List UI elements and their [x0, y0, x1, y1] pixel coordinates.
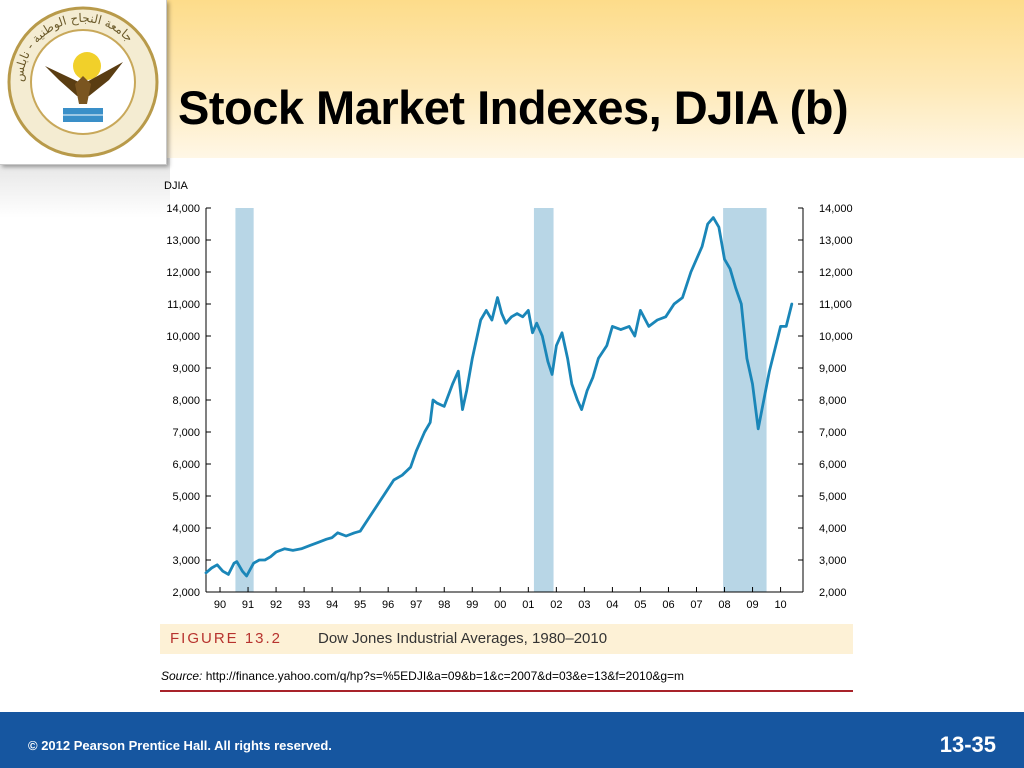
y-tick-label-right: 9,000	[819, 363, 847, 375]
chart-axes	[205, 208, 804, 593]
y-tick-label-right: 7,000	[819, 427, 847, 439]
page-number: 13-35	[939, 732, 996, 757]
x-tick-label: 99	[466, 599, 478, 611]
y-tick-label-right: 6,000	[819, 459, 847, 471]
y-tick-label-left: 2,000	[172, 587, 200, 599]
y-tick-label-left: 6,000	[172, 459, 200, 471]
y-tick-label-left: 12,000	[166, 267, 200, 279]
slide-header-background	[0, 0, 1024, 158]
source-label: Source:	[161, 669, 203, 683]
y-tick-label-left: 5,000	[172, 491, 200, 503]
figure-caption-bar: FIGURE 13.2 Dow Jones Industrial Average…	[160, 624, 853, 654]
y-tick-label-left: 13,000	[166, 235, 200, 247]
source-url[interactable]: http://finance.yahoo.com/q/hp?s=%5EDJI&a…	[205, 669, 685, 683]
x-tick-label: 03	[578, 599, 590, 611]
x-tick-label: 09	[746, 599, 758, 611]
y-tick-label-left: 9,000	[172, 363, 200, 375]
y-tick-label-left: 10,000	[166, 331, 200, 343]
djia-series	[204, 216, 794, 578]
slide-title: Stock Market Indexes, DJIA (b)	[178, 81, 849, 134]
x-tick-label: 06	[662, 599, 674, 611]
x-tick-label: 04	[606, 599, 618, 611]
x-tick-label: 01	[522, 599, 534, 611]
y-tick-label-left: 7,000	[172, 427, 200, 439]
x-tick-label: 98	[438, 599, 450, 611]
y-tick-label-left: 8,000	[172, 395, 200, 407]
y-axis-label: DJIA	[164, 180, 189, 192]
y-tick-label-right: 10,000	[819, 331, 853, 343]
x-tick-label: 91	[242, 599, 254, 611]
university-logo: جامعة النجاح الوطنية - نابلس	[0, 0, 167, 165]
source-divider	[160, 690, 853, 692]
x-tick-label: 10	[774, 599, 786, 611]
recession-band	[235, 208, 254, 592]
y-tick-label-right: 13,000	[819, 235, 853, 247]
copyright-notice: © 2012 Pearson Prentice Hall. All rights…	[28, 738, 332, 753]
y-tick-label-right: 4,000	[819, 523, 847, 535]
x-axis-ticks: 90 91 92 93 94 95 96 97 98 99 00 01 02 03 04 05 06 07 08 09…	[214, 587, 787, 611]
recession-band	[533, 208, 554, 592]
y-tick-label-left: 11,000	[167, 299, 200, 311]
x-tick-label: 93	[298, 599, 310, 611]
x-tick-label: 00	[494, 599, 506, 611]
y-tick-label-right: 11,000	[819, 299, 852, 311]
y-tick-label-left: 4,000	[172, 523, 200, 535]
x-tick-label: 92	[270, 599, 282, 611]
header-shadow	[0, 158, 170, 218]
y-tick-label-left: 14,000	[166, 203, 200, 215]
x-tick-label: 97	[410, 599, 422, 611]
y-tick-label-right: 3,000	[819, 555, 847, 567]
x-tick-label: 08	[718, 599, 730, 611]
x-tick-label: 95	[354, 599, 366, 611]
y-tick-label-right: 2,000	[819, 587, 847, 599]
djia-line-chart: DJIA 2,000 2,000 3,000 3,000 4,000 4,000 5,000…	[164, 180, 853, 611]
y-tick-label-left: 3,000	[172, 555, 200, 567]
y-tick-label-right: 14,000	[819, 203, 853, 215]
figure-source: Source: http://finance.yahoo.com/q/hp?s=…	[161, 669, 684, 683]
x-tick-label: 02	[550, 599, 562, 611]
x-tick-label: 90	[214, 599, 226, 611]
x-tick-label: 05	[634, 599, 646, 611]
logo-seal-icon: جامعة النجاح الوطنية - نابلس	[7, 6, 159, 158]
x-tick-label: 94	[326, 599, 338, 611]
y-tick-label-right: 8,000	[819, 395, 847, 407]
y-tick-label-right: 12,000	[819, 267, 853, 279]
y-tick-label-right: 5,000	[819, 491, 847, 503]
figure-caption: Dow Jones Industrial Averages, 1980–2010	[318, 630, 608, 647]
slide-footer: © 2012 Pearson Prentice Hall. All rights…	[0, 712, 1024, 768]
y-axis-ticks: 2,000 2,000 3,000 3,000 4,000 4,000 5,000 5,000…	[166, 203, 852, 599]
figure-label: FIGURE 13.2	[170, 630, 283, 647]
djia-line	[204, 216, 794, 578]
x-tick-label: 07	[690, 599, 702, 611]
x-tick-label: 96	[382, 599, 394, 611]
recession-bands	[235, 208, 767, 592]
